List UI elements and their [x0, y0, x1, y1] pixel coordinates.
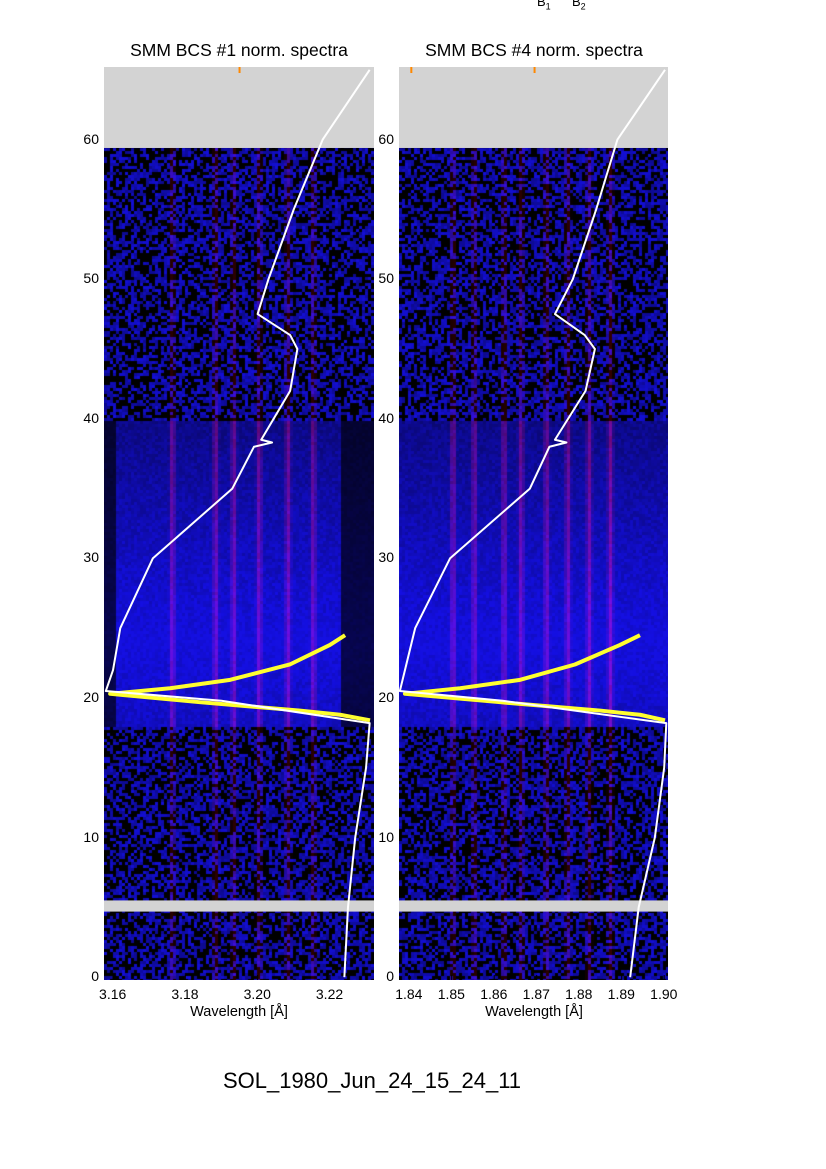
- y-tick-label: 0: [386, 968, 394, 985]
- top-marker: [238, 67, 241, 73]
- y-tick-label: 30: [378, 549, 394, 566]
- y-tick-label: 40: [83, 409, 99, 426]
- no-data-band: [399, 67, 668, 148]
- y-tick-label: 50: [378, 270, 394, 287]
- top-marker: [533, 67, 536, 73]
- x-tick-label: 1.87: [522, 986, 550, 1002]
- panel1-heatmap: [104, 67, 374, 980]
- no-data-band: [399, 900, 668, 912]
- panel2-heatmap: [399, 67, 668, 980]
- y-tick-label: 0: [91, 968, 99, 985]
- y-tick-label: 60: [83, 130, 99, 147]
- x-tick-label: 3.18: [171, 986, 199, 1002]
- x-tick-label: 3.22: [315, 986, 344, 1002]
- no-data-band: [104, 67, 374, 148]
- b2-label: B2: [572, 0, 586, 12]
- b1-label: B1: [537, 0, 551, 12]
- x-tick-label: 3.16: [99, 986, 127, 1002]
- x-tick-label: 1.86: [480, 986, 508, 1002]
- light-curve: [104, 69, 371, 978]
- panel2-xlabel: Wavelength [Å]: [485, 1004, 583, 1020]
- y-tick-label: 20: [83, 689, 99, 705]
- y-tick-label: 40: [378, 409, 394, 426]
- panel1-xlabel: Wavelength [Å]: [190, 1004, 288, 1020]
- y-tick-label: 60: [378, 130, 394, 147]
- no-data-band: [104, 900, 374, 912]
- event-title: SOL_1980_Jun_24_15_24_11: [222, 1068, 522, 1093]
- x-tick-label: 1.88: [565, 986, 593, 1002]
- spectrum-trace: [108, 633, 371, 723]
- x-tick-label: 1.89: [607, 986, 635, 1002]
- top-marker: [410, 67, 413, 73]
- y-tick-label: 20: [378, 689, 394, 705]
- x-tick-label: 1.90: [650, 986, 678, 1002]
- panel2-title: SMM BCS #4 norm. spectra: [425, 40, 643, 60]
- light-curve: [398, 69, 668, 978]
- y-tick-label: 10: [378, 828, 394, 845]
- y-tick-label: 30: [83, 549, 99, 566]
- x-tick-label: 1.85: [437, 986, 465, 1002]
- x-tick-label: 1.84: [395, 986, 423, 1002]
- y-tick-label: 10: [83, 828, 99, 845]
- y-tick-label: 50: [83, 270, 99, 287]
- spectrum-trace: [402, 633, 666, 723]
- panel1-title: SMM BCS #1 norm. spectra: [130, 40, 348, 60]
- x-tick-label: 3.20: [243, 986, 271, 1002]
